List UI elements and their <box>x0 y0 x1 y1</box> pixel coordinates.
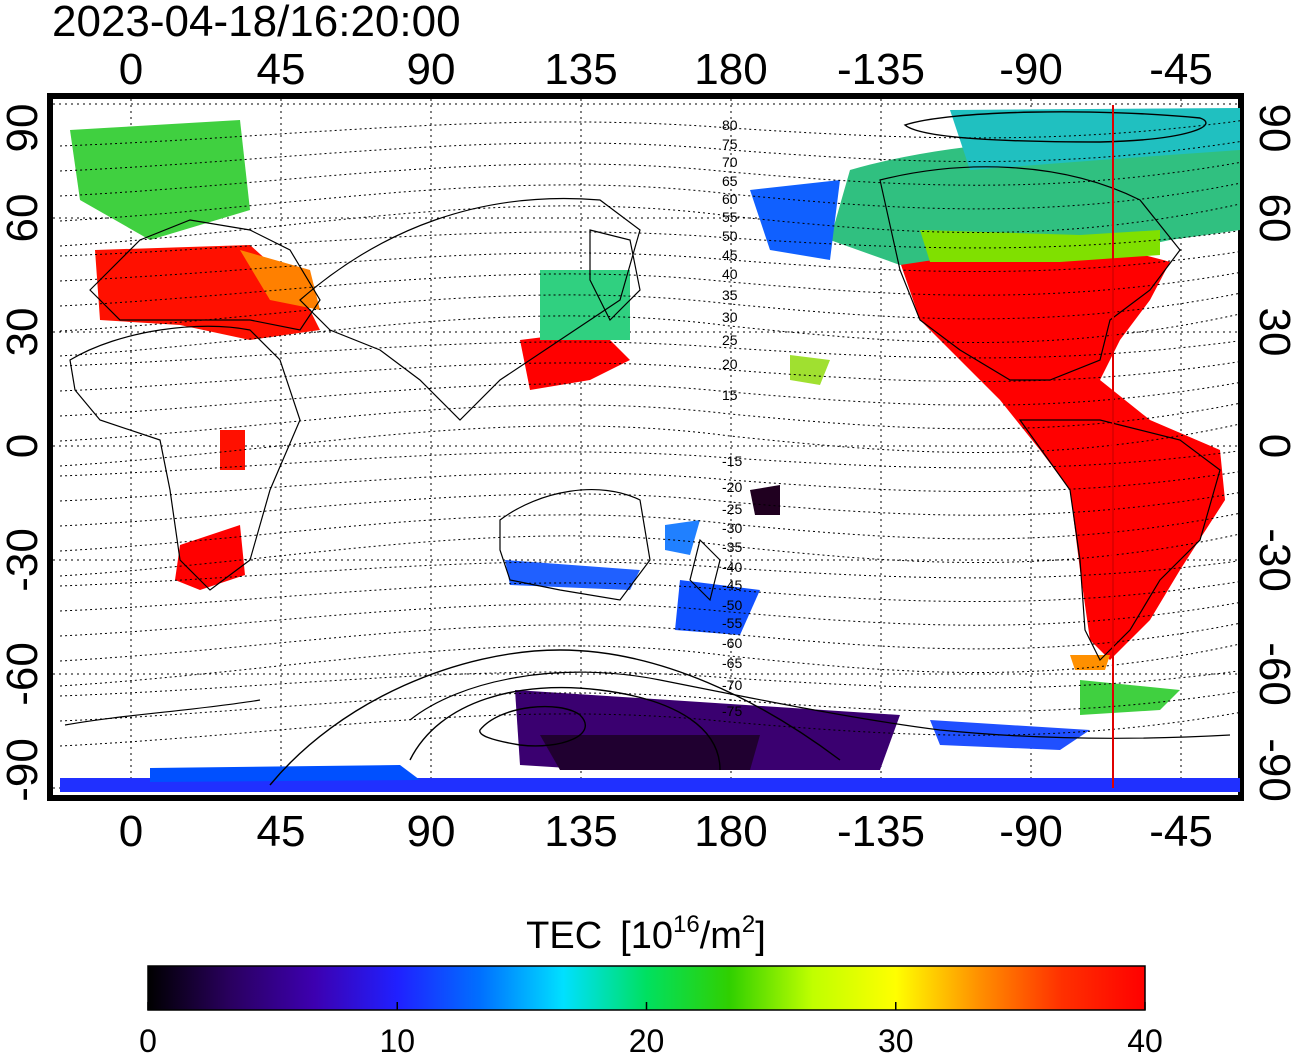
left-latitude-ticks: 90 60 30 0 -30 -60 -90 <box>0 104 47 802</box>
dotted-contour-line <box>59 313 1241 357</box>
colorbar-tick-label: 0 <box>139 1023 157 1057</box>
lon-tick-label: 90 <box>407 45 456 94</box>
lat-tick-label: 30 <box>1250 308 1294 357</box>
dotted-contour-line <box>59 292 1241 332</box>
contour-label: 40 <box>722 266 738 282</box>
top-axis-bar <box>48 94 1243 99</box>
lat-tick-label: -30 <box>1250 528 1294 592</box>
dotted-contour-line <box>59 423 1241 467</box>
colorbar-tick-label: 10 <box>379 1023 415 1057</box>
axis-bars <box>48 94 1243 800</box>
dotted-contour-line <box>59 643 1241 687</box>
colorbar-tick-label: 40 <box>1127 1023 1163 1057</box>
contour-label: 65 <box>722 173 738 189</box>
colorbar-title: TEC [1016/m2] <box>526 911 766 957</box>
lat-tick-label: -60 <box>1250 642 1294 706</box>
contour-label: 45 <box>722 247 738 263</box>
lon-tick-label: -45 <box>1149 807 1213 856</box>
magnetic-contours <box>269 111 1207 786</box>
bottom-longitude-ticks: 0 45 90 135 180 -135 -90 -45 <box>119 807 1213 856</box>
contour-label: 50 <box>722 228 738 244</box>
lon-tick-label: 90 <box>407 807 456 856</box>
contour-label: -65 <box>722 655 742 671</box>
lat-tick-label: -90 <box>1250 738 1294 802</box>
contour-label: -60 <box>722 635 742 651</box>
bottom-axis-bar <box>48 795 1243 800</box>
lon-tick-label: 180 <box>694 807 767 856</box>
contour-label: 15 <box>722 387 738 403</box>
lat-tick-label: -60 <box>0 642 47 706</box>
lon-tick-label: -135 <box>837 45 925 94</box>
dotted-contour-line <box>59 512 1241 552</box>
lat-tick-label: 0 <box>0 434 47 458</box>
contour-label: -55 <box>722 615 742 631</box>
lat-tick-label: 60 <box>0 194 47 243</box>
contour-label: -35 <box>722 539 742 555</box>
contour-label: 80 <box>722 117 738 133</box>
lat-tick-label: 0 <box>1250 434 1294 458</box>
lat-tick-label: -30 <box>0 528 47 592</box>
contour-label: 30 <box>722 309 738 325</box>
world-map: 80 75 70 65 60 55 50 45 40 35 30 25 20 15 -15 -20 -25 -30… <box>47 93 1244 801</box>
timestamp-title: 2023-04-18/16:20:00 <box>52 0 461 46</box>
contour-label: 70 <box>722 154 738 170</box>
dotted-contour-line <box>59 533 1241 577</box>
left-axis-bar <box>48 94 53 800</box>
dotted-contour-line <box>59 622 1241 662</box>
contour-label: 35 <box>722 287 738 303</box>
contour-label: -50 <box>722 597 742 613</box>
lon-tick-label: -90 <box>999 807 1063 856</box>
contour-label: -25 <box>722 501 742 517</box>
contour-labels: 80 75 70 65 60 55 50 45 40 35 30 25 20 15 -15 -20 -25 -30… <box>722 117 742 719</box>
colorbar-tick-label: 20 <box>629 1023 665 1057</box>
lat-tick-label: 90 <box>0 104 47 153</box>
lat-tick-label: 90 <box>1250 104 1294 153</box>
contour-label: 55 <box>722 209 738 225</box>
lon-tick-label: 0 <box>119 45 143 94</box>
lon-tick-label: -90 <box>999 45 1063 94</box>
dotted-contour-line <box>59 182 1241 222</box>
contour-label: -70 <box>722 677 742 693</box>
coastlines <box>64 166 1231 739</box>
contour-label: 60 <box>722 191 738 207</box>
contour-label: -15 <box>722 453 742 469</box>
lon-tick-label: 45 <box>257 45 306 94</box>
lat-tick-label: 30 <box>0 308 47 357</box>
lon-tick-label: 45 <box>257 807 306 856</box>
contour-label: 20 <box>722 356 738 372</box>
lon-tick-label: -45 <box>1149 45 1213 94</box>
top-longitude-ticks: 0 45 90 135 180 -135 -90 -45 <box>119 45 1213 94</box>
contour-label: -45 <box>722 577 742 593</box>
dotted-contour-line <box>59 203 1241 247</box>
contour-label: 75 <box>722 136 738 152</box>
contour-label: 25 <box>722 332 738 348</box>
dotted-contour-line <box>59 402 1241 442</box>
dotted-contours <box>59 120 1241 747</box>
contour-label: -75 <box>722 703 742 719</box>
contour-label: -40 <box>722 559 742 575</box>
contour-label: -30 <box>722 520 742 536</box>
right-latitude-ticks: 90 60 30 0 -30 -60 -90 <box>1250 104 1294 802</box>
right-axis-bar <box>1238 94 1243 800</box>
lon-tick-label: 135 <box>544 807 617 856</box>
lat-tick-label: 60 <box>1250 194 1294 243</box>
lon-tick-label: -135 <box>837 807 925 856</box>
lat-tick-label: -90 <box>0 738 47 802</box>
lon-tick-label: 135 <box>544 45 617 94</box>
colorbar-ticks: 0 10 20 30 40 <box>139 1002 1163 1057</box>
lon-tick-label: 180 <box>694 45 767 94</box>
contour-label: -20 <box>722 479 742 495</box>
colorbar-tick-label: 30 <box>878 1023 914 1057</box>
lon-tick-label: 0 <box>119 807 143 856</box>
